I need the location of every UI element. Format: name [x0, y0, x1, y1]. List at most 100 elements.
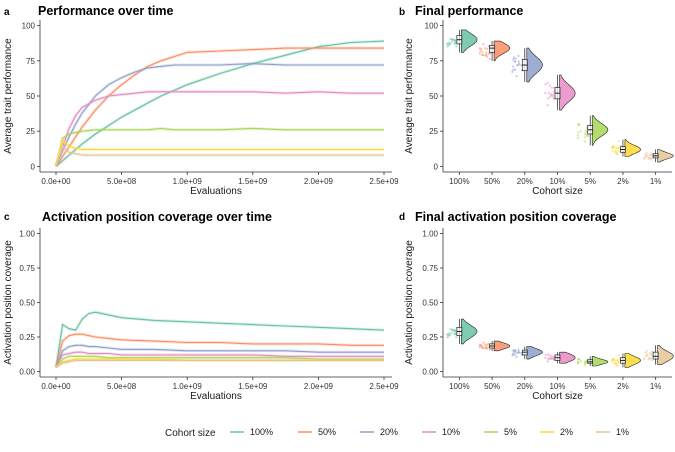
- panel-b-point-1pct: [649, 157, 652, 160]
- panel-b-violin-chart: Final performance 0 25 50 75 100 Average trait…: [404, 4, 674, 197]
- panel-d-point-20pct: [519, 351, 523, 354]
- panel-d-point-1pct: [645, 355, 648, 358]
- panel-d-point-100pct: [451, 328, 454, 331]
- panel-b-point-20pct: [517, 63, 520, 66]
- panel-b-point-2pct: [611, 149, 614, 152]
- panel-d-point-50pct: [487, 342, 490, 345]
- panel-c-series-100pct: [55, 311, 385, 368]
- panel-b-xtick-label: 1%: [650, 177, 662, 186]
- panel-c-xtick-label: 1.0e+09: [173, 382, 203, 391]
- panel-d-box-1pct: [652, 351, 659, 360]
- panel-b-point-50pct: [486, 47, 489, 51]
- panel-d-point-20pct: [515, 355, 518, 358]
- panel-b-point-10pct: [552, 97, 555, 100]
- panel-d-point-50pct: [479, 344, 482, 347]
- panel-d-point-2pct: [617, 359, 620, 362]
- panel-b-violin-1pct: [657, 149, 674, 163]
- panel-a-series-1pct: [55, 145, 384, 167]
- panel-b-point-20pct: [514, 60, 517, 63]
- panel-d-violin-100pct: [461, 318, 478, 345]
- panel-b-point-1pct: [645, 155, 648, 158]
- panel-letter-a: a: [4, 7, 10, 18]
- panel-d-point-10pct: [548, 354, 552, 357]
- panel-a-ytick-label: 50: [26, 92, 35, 101]
- panel-b-point-20pct: [517, 60, 520, 63]
- panel-b-point-10pct: [547, 91, 551, 95]
- panel-letter-b: b: [399, 7, 405, 18]
- panel-d-violin-chart: Final activation position coverage 0.00 0.…: [404, 210, 674, 402]
- panel-a-xtick-label: 2.0e+09: [304, 177, 334, 186]
- legend-title: Cohort size: [165, 428, 216, 439]
- panel-b-point-50pct: [485, 51, 488, 54]
- panel-c-series-1pct: [55, 359, 384, 368]
- panel-b-point-10pct: [546, 104, 549, 107]
- panel-c-ytick-label: 0.50: [19, 299, 35, 308]
- panel-b-xtick-label: 2%: [617, 177, 629, 186]
- panel-b-point-20pct: [519, 64, 523, 67]
- panel-b-point-10pct: [544, 83, 547, 86]
- panel-b-title: Final performance: [415, 4, 523, 18]
- panel-d-xtick-label: 100%: [449, 382, 469, 391]
- panel-d-point-2pct: [615, 363, 618, 366]
- panel-b-ytick-label: 50: [429, 92, 438, 101]
- panel-d-violin-5pct: [591, 356, 609, 367]
- panel-b-x-label: Cohort size: [532, 186, 583, 197]
- legend: Cohort size 100% 50% 20% 10% 5% 2% 1%: [165, 427, 629, 439]
- panel-d-point-5pct: [579, 360, 582, 363]
- panel-b-point-50pct: [485, 55, 489, 58]
- panel-b-point-2pct: [614, 146, 617, 149]
- panel-b-violin-50pct: [493, 40, 511, 62]
- panel-c-ytick-label: 0.00: [19, 367, 35, 376]
- legend-label-5pct: 5%: [504, 427, 517, 437]
- panel-c-xtick-label: 2.0e+09: [304, 382, 334, 391]
- panel-b-point-20pct: [512, 65, 515, 68]
- panel-d-point-5pct: [583, 363, 586, 366]
- panel-d-point-50pct: [481, 346, 484, 349]
- panel-d-point-1pct: [645, 349, 648, 352]
- panel-a-line-chart: Performance over time 0 25 50 75 100 Average t…: [3, 4, 399, 197]
- panel-b-point-1pct: [649, 153, 652, 156]
- legend-label-100pct: 100%: [250, 427, 273, 437]
- panel-d-xtick-label: 10%: [549, 382, 565, 391]
- panel-d-point-50pct: [485, 347, 489, 350]
- panel-d-point-5pct: [577, 360, 580, 363]
- panel-a-ytick-label: 75: [26, 57, 35, 66]
- panel-letter-d: d: [399, 212, 405, 223]
- panel-b-xtick-label: 20%: [517, 177, 533, 186]
- panel-b-point-5pct: [577, 131, 580, 134]
- panel-b-ytick-label: 100: [425, 22, 439, 31]
- panel-b-y-label: Average trait performance: [404, 38, 415, 154]
- panel-d-ytick-label: 0.75: [422, 264, 438, 273]
- panel-d-point-1pct: [650, 350, 653, 353]
- panel-b-point-100pct: [451, 38, 454, 41]
- panel-a-series-band-5pct: [54, 126, 384, 167]
- panel-b-point-10pct: [550, 86, 554, 89]
- panel-d-ytick-label: 1.00: [422, 230, 438, 239]
- panel-b-point-2pct: [617, 140, 620, 143]
- panel-b-point-1pct: [644, 153, 647, 156]
- panel-b-point-2pct: [617, 147, 620, 150]
- panel-d-point-1pct: [642, 357, 646, 360]
- panel-a-series-50pct: [55, 47, 384, 167]
- panel-b-point-50pct: [487, 52, 490, 55]
- panel-a-ytick-label: 100: [22, 22, 36, 31]
- panel-b-violin-100pct: [461, 29, 478, 53]
- panel-b-violin-20pct: [526, 47, 543, 83]
- legend-label-1pct: 1%: [616, 427, 629, 437]
- panel-b-point-50pct: [478, 52, 481, 55]
- panel-b-point-2pct: [617, 149, 620, 152]
- panel-d-violin-10pct: [559, 351, 576, 364]
- panel-c-ytick-label: 1.00: [19, 230, 35, 239]
- panel-b-violin-10pct: [559, 74, 576, 111]
- panel-b-point-10pct: [547, 81, 550, 84]
- panel-d-point-10pct: [544, 356, 547, 359]
- panel-d-xtick-label: 5%: [584, 382, 596, 391]
- panel-d-violin-2pct: [624, 353, 641, 368]
- panel-b-point-1pct: [647, 157, 650, 160]
- panel-b-point-100pct: [453, 39, 456, 42]
- panel-c-xtick-label: 2.5e+09: [369, 382, 399, 391]
- panel-d-point-20pct: [515, 351, 519, 354]
- panel-d-point-2pct: [611, 361, 614, 364]
- panel-d-point-10pct: [550, 355, 554, 358]
